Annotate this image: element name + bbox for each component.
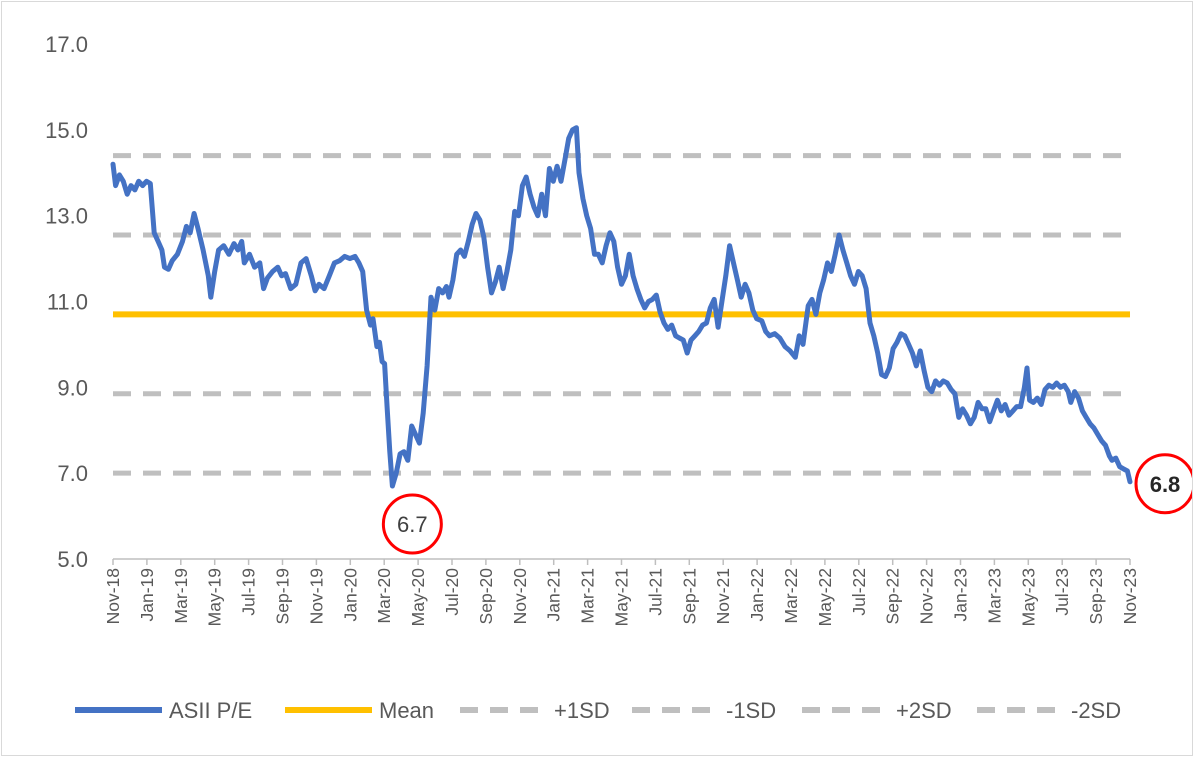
annotation-label: 6.8 (1150, 472, 1181, 497)
legend-label: -1SD (726, 698, 776, 723)
y-tick-label: 11.0 (47, 290, 88, 315)
x-tick-label: Nov-23 (1120, 568, 1140, 624)
annotation-circle (1134, 453, 1194, 515)
x-tick-label: Mar-20 (374, 568, 394, 624)
y-tick-label: 17.0 (45, 32, 88, 57)
pe-series (110, 125, 1133, 489)
legend: ASII P/E Mean +1SD -1SD +2SD -2SD (75, 698, 1121, 723)
x-tick-label: Jul-23 (1052, 568, 1072, 616)
x-tick-label: Nov-21 (713, 568, 733, 624)
x-tick-label: May-19 (205, 568, 225, 626)
x-tick-label: Sep-22 (883, 568, 903, 624)
legend-label: -2SD (1071, 698, 1121, 723)
x-tick-label: Sep-23 (1086, 568, 1106, 624)
legend-item: ASII P/E (75, 698, 252, 723)
x-tick-label: May-23 (1018, 568, 1038, 626)
x-tick-label: Jul-22 (849, 568, 869, 616)
x-tick-label: Jul-21 (645, 568, 665, 616)
x-tick-label: Mar-19 (171, 568, 191, 623)
y-tick-label: 13.0 (45, 204, 88, 229)
annotation-circle (381, 493, 443, 555)
annotation-0: 6.7 (381, 493, 443, 555)
x-tick-label: Mar-22 (781, 568, 801, 623)
x-tick-label: May-20 (408, 568, 428, 627)
x-tick-label: Jan-20 (340, 568, 360, 622)
x-axis (112, 558, 1131, 565)
legend-item: +1SD (460, 698, 610, 723)
y-tick-label: 5.0 (57, 547, 88, 572)
y-tick-label: 15.0 (45, 118, 88, 143)
legend-label: Mean (379, 698, 434, 723)
y-tick-label: 7.0 (57, 461, 88, 486)
annotation-1: 6.8 (1134, 453, 1194, 515)
x-tick-label: May-21 (612, 568, 632, 626)
legend-label: +2SD (896, 698, 952, 723)
x-tick-label: Mar-21 (578, 568, 598, 623)
annotation-label: 6.7 (397, 512, 428, 537)
x-tick-label: Sep-21 (679, 568, 699, 624)
x-tick-label: Jan-19 (137, 568, 157, 622)
x-tick-label: Nov-22 (917, 568, 937, 624)
legend-item: -1SD (632, 698, 776, 723)
x-tick-label: Mar-23 (984, 568, 1004, 623)
x-tick-label: Jul-19 (239, 568, 259, 616)
x-tick-label: Jan-23 (951, 568, 971, 622)
x-tick-label: Nov-20 (510, 568, 530, 625)
x-axis-tick-labels: Nov-18 Jan-19 Mar-19 May-19 Jul-19 Sep-19 Nov-… (103, 568, 1140, 627)
y-tick-label: 9.0 (57, 375, 88, 400)
sd-band-lines (113, 153, 1130, 476)
y-axis-tick-labels: 17.0 15.0 13.0 11.0 9.0 7.0 5.0 (45, 32, 88, 572)
x-tick-label: Jan-21 (544, 568, 564, 622)
legend-label: +1SD (554, 698, 610, 723)
legend-label: ASII P/E (169, 698, 252, 723)
legend-item: +2SD (802, 698, 952, 723)
asii-pe-line (110, 125, 1133, 489)
x-tick-label: Nov-18 (103, 568, 123, 624)
x-tick-label: Jan-22 (747, 568, 767, 622)
x-tick-label: Sep-19 (273, 568, 293, 624)
x-tick-label: Nov-19 (306, 568, 326, 624)
x-tick-label: May-22 (815, 568, 835, 626)
x-tick-label: Sep-20 (476, 568, 496, 625)
annotations: 6.7 6.8 (381, 453, 1194, 555)
legend-item: Mean (285, 698, 434, 723)
x-tick-label: Jul-20 (442, 568, 462, 616)
legend-item: -2SD (977, 698, 1121, 723)
